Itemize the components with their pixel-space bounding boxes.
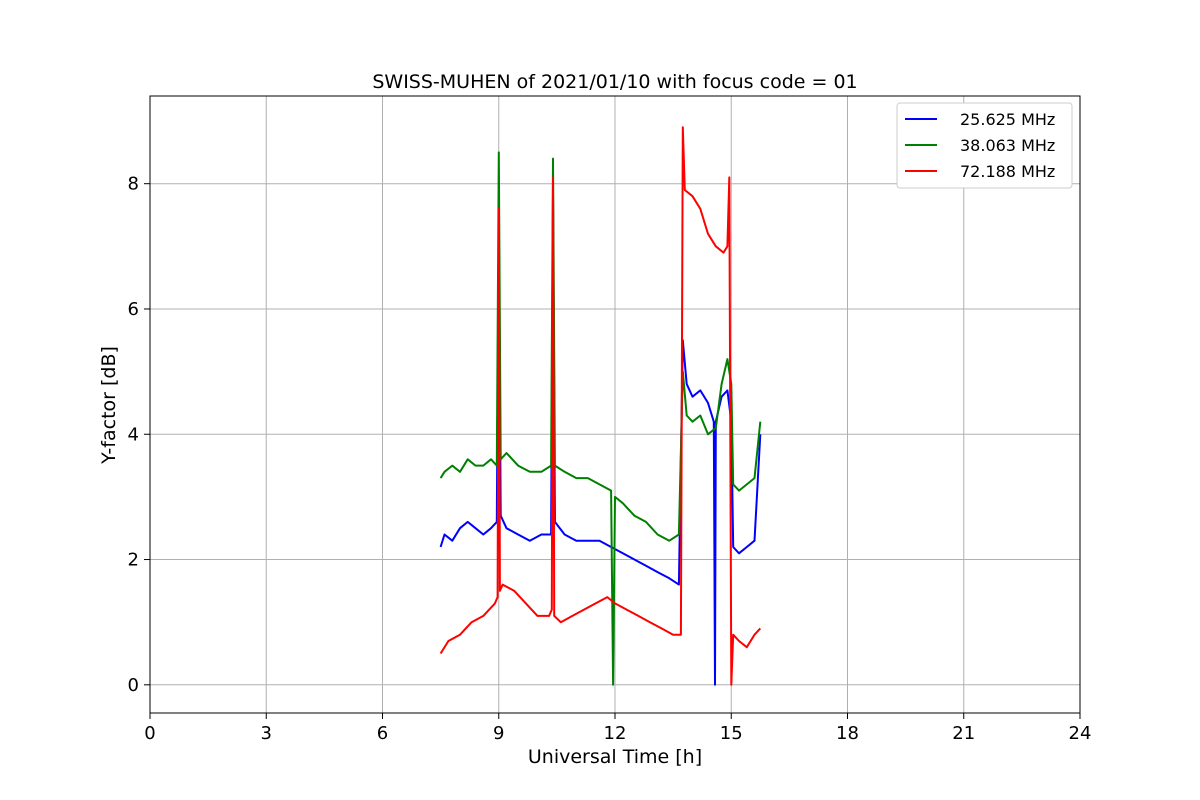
series-layer bbox=[439, 126, 762, 686]
legend: 25.625 MHz 38.063 MHz 72.188 MHz bbox=[896, 102, 1073, 189]
y-tick-label: 0 bbox=[128, 675, 139, 696]
series-line-72-188-mhz bbox=[439, 126, 762, 686]
legend-label-25-625-mhz: 25.625 MHz bbox=[960, 110, 1055, 129]
legend-label-38-063-mhz: 38.063 MHz bbox=[960, 136, 1055, 155]
x-tick-label: 9 bbox=[493, 723, 504, 744]
x-tick-label: 6 bbox=[377, 723, 388, 744]
y-tick-label: 4 bbox=[128, 424, 139, 445]
x-tick-label: 18 bbox=[836, 723, 859, 744]
legend-label-72-188-mhz: 72.188 MHz bbox=[960, 162, 1055, 181]
y-tick-label: 8 bbox=[128, 174, 139, 195]
x-tick-label: 24 bbox=[1069, 723, 1092, 744]
y-tick-label: 6 bbox=[128, 299, 139, 320]
x-tick-label: 0 bbox=[144, 723, 155, 744]
y-tick-label: 2 bbox=[128, 550, 139, 571]
y-axis-label: Y-factor [dB] bbox=[98, 346, 120, 465]
chart-title: SWISS-MUHEN of 2021/01/10 with focus cod… bbox=[372, 71, 857, 93]
x-tick-label: 21 bbox=[952, 723, 975, 744]
legend-box bbox=[896, 102, 1073, 189]
x-tick-label: 3 bbox=[261, 723, 272, 744]
x-axis-label: Universal Time [h] bbox=[528, 746, 702, 768]
series-line-38-063-mhz bbox=[439, 151, 762, 686]
x-tick-label: 12 bbox=[604, 723, 627, 744]
x-tick-label: 15 bbox=[720, 723, 743, 744]
